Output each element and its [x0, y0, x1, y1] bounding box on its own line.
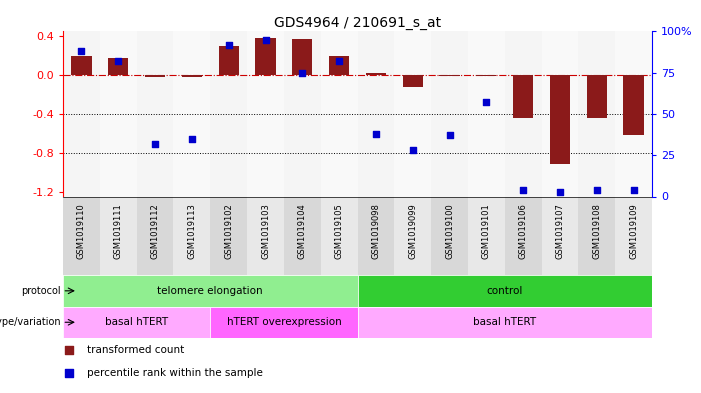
Bar: [578, 196, 615, 275]
Bar: [542, 196, 578, 275]
Bar: [63, 196, 100, 275]
Bar: [394, 31, 431, 196]
Bar: [63, 275, 358, 307]
Bar: [72, 56, 92, 75]
Bar: [468, 31, 505, 196]
Bar: [615, 31, 652, 196]
Bar: [505, 196, 542, 275]
Bar: [431, 196, 468, 275]
Bar: [513, 75, 533, 118]
Point: [113, 58, 124, 64]
Bar: [100, 196, 137, 275]
Point: [297, 70, 308, 76]
Bar: [431, 31, 468, 196]
Point: [63, 347, 74, 353]
Text: GSM1019111: GSM1019111: [114, 203, 123, 259]
Text: GSM1019100: GSM1019100: [445, 203, 454, 259]
Text: hTERT overexpression: hTERT overexpression: [226, 317, 341, 327]
Point: [223, 42, 234, 48]
Bar: [615, 196, 652, 275]
Text: control: control: [486, 286, 523, 296]
Bar: [505, 31, 542, 196]
Point: [517, 187, 529, 193]
Bar: [247, 196, 284, 275]
Text: GSM1019105: GSM1019105: [334, 203, 343, 259]
Bar: [145, 75, 165, 77]
Point: [481, 99, 492, 106]
Bar: [255, 38, 275, 75]
Bar: [468, 196, 505, 275]
Text: GSM1019104: GSM1019104: [298, 203, 307, 259]
Bar: [358, 31, 394, 196]
Text: GSM1019101: GSM1019101: [482, 203, 491, 259]
Text: GSM1019099: GSM1019099: [408, 203, 417, 259]
Text: GSM1019112: GSM1019112: [151, 203, 160, 259]
Point: [76, 48, 87, 54]
Bar: [358, 307, 652, 338]
Bar: [174, 31, 210, 196]
Text: GSM1019108: GSM1019108: [592, 203, 601, 259]
Bar: [292, 39, 313, 75]
Bar: [366, 73, 386, 75]
Bar: [542, 31, 578, 196]
Bar: [329, 56, 349, 75]
Text: GSM1019098: GSM1019098: [372, 203, 381, 259]
Bar: [137, 196, 174, 275]
Text: GSM1019103: GSM1019103: [261, 203, 270, 259]
Point: [370, 130, 381, 137]
Bar: [476, 75, 496, 76]
Bar: [63, 31, 100, 196]
Bar: [63, 307, 210, 338]
Text: GSM1019109: GSM1019109: [629, 203, 638, 259]
Text: basal hTERT: basal hTERT: [105, 317, 168, 327]
Bar: [210, 31, 247, 196]
Bar: [623, 75, 644, 135]
Text: basal hTERT: basal hTERT: [473, 317, 536, 327]
Bar: [108, 58, 128, 75]
Bar: [137, 31, 174, 196]
Point: [334, 58, 345, 64]
Bar: [578, 31, 615, 196]
Point: [63, 370, 74, 376]
Text: GSM1019102: GSM1019102: [224, 203, 233, 259]
Text: GSM1019107: GSM1019107: [555, 203, 564, 259]
Point: [628, 187, 639, 193]
Bar: [394, 196, 431, 275]
Point: [554, 188, 566, 195]
Bar: [100, 31, 137, 196]
Title: GDS4964 / 210691_s_at: GDS4964 / 210691_s_at: [274, 17, 441, 30]
Text: protocol: protocol: [22, 286, 61, 296]
Bar: [210, 307, 358, 338]
Text: percentile rank within the sample: percentile rank within the sample: [87, 368, 262, 378]
Bar: [219, 46, 239, 75]
Point: [407, 147, 418, 153]
Bar: [320, 31, 358, 196]
Bar: [440, 75, 460, 76]
Text: GSM1019110: GSM1019110: [77, 203, 86, 259]
Point: [149, 141, 161, 147]
Bar: [358, 275, 652, 307]
Bar: [210, 196, 247, 275]
Point: [444, 132, 455, 139]
Bar: [550, 75, 570, 164]
Text: GSM1019113: GSM1019113: [187, 203, 196, 259]
Bar: [402, 75, 423, 87]
Bar: [284, 31, 321, 196]
Bar: [358, 196, 394, 275]
Text: transformed count: transformed count: [87, 345, 184, 355]
Point: [260, 37, 271, 43]
Bar: [182, 75, 202, 77]
Bar: [320, 196, 358, 275]
Text: telomere elongation: telomere elongation: [158, 286, 263, 296]
Text: genotype/variation: genotype/variation: [0, 317, 61, 327]
Bar: [587, 75, 607, 118]
Bar: [174, 196, 210, 275]
Text: GSM1019106: GSM1019106: [519, 203, 528, 259]
Point: [186, 136, 198, 142]
Bar: [247, 31, 284, 196]
Point: [591, 187, 602, 193]
Bar: [284, 196, 321, 275]
